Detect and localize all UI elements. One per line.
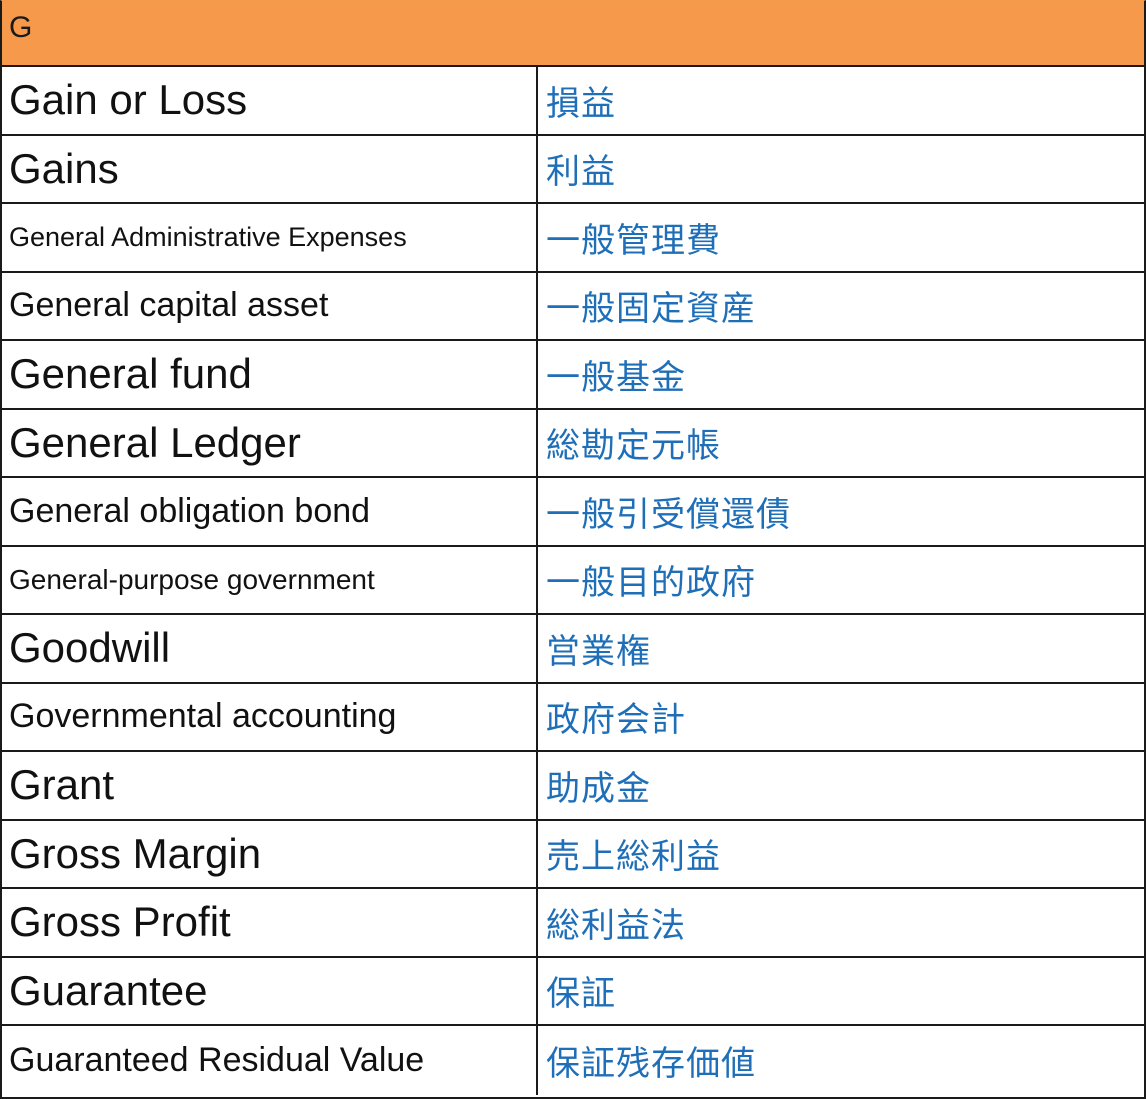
table-row: General obligation bond 一般引受償還債	[2, 478, 1144, 547]
term-cell: Governmental accounting	[2, 683, 538, 750]
term-cell: General obligation bond	[2, 478, 538, 545]
translation-cell: 保証残存価値	[546, 1043, 756, 1084]
term-cell: Guaranteed Residual Value	[2, 1026, 538, 1095]
translation-cell: 一般基金	[546, 357, 686, 398]
table-row: Gain or Loss 損益	[2, 67, 1144, 136]
term-cell: Gain or Loss	[2, 67, 538, 134]
term-cell: General fund	[2, 341, 538, 408]
table-row: Governmental accounting 政府会計	[2, 683, 1144, 752]
term-cell: Guarantee	[2, 957, 538, 1024]
table-row: General capital asset 一般固定資産	[2, 272, 1144, 341]
translation-cell: 一般引受償還債	[546, 494, 791, 535]
table-row: Goodwill 営業権	[2, 615, 1144, 684]
table-row: Grant 助成金	[2, 752, 1144, 821]
term-cell: General Ledger	[2, 409, 538, 476]
table-row: Gross Profit 総利益法	[2, 889, 1144, 958]
table-row: Gross Margin 売上総利益	[2, 820, 1144, 889]
term-cell: General capital asset	[2, 272, 538, 339]
term-cell: General-purpose government	[2, 546, 538, 613]
term-cell: Gross Profit	[2, 889, 538, 956]
translation-cell: 助成金	[546, 768, 651, 809]
table-row: General-purpose government 一般目的政府	[2, 546, 1144, 615]
translation-cell: 政府会計	[546, 700, 686, 741]
translation-cell: 総勘定元帳	[546, 426, 721, 467]
term-cell: Gains	[2, 135, 538, 202]
table-row: Gains 利益	[2, 135, 1144, 204]
translation-cell: 一般管理費	[546, 220, 721, 261]
table-row: General Administrative Expenses 一般管理費	[2, 204, 1144, 273]
term-cell: Grant	[2, 752, 538, 819]
translation-cell: 保証	[546, 974, 616, 1015]
translation-cell: 総利益法	[546, 905, 686, 946]
glossary-rows: Gain or Loss 損益 Gains 利益 General Adminis…	[2, 67, 1144, 1095]
table-row: Guarantee 保証	[2, 957, 1144, 1026]
section-header: G	[2, 1, 1144, 67]
term-cell: Gross Margin	[2, 820, 538, 887]
translation-cell: 売上総利益	[546, 837, 721, 878]
translation-cell: 一般固定資産	[546, 289, 756, 330]
translation-cell: 一般目的政府	[546, 563, 756, 604]
translation-cell: 損益	[546, 83, 616, 124]
table-row: Guaranteed Residual Value 保証残存価値	[2, 1026, 1144, 1095]
translation-cell: 利益	[546, 152, 616, 193]
term-cell: General Administrative Expenses	[2, 204, 538, 271]
translation-cell: 営業権	[546, 631, 651, 672]
section-letter: G	[9, 11, 33, 44]
term-cell: Goodwill	[2, 615, 538, 682]
table-row: General Ledger 総勘定元帳	[2, 409, 1144, 478]
table-row: General fund 一般基金	[2, 341, 1144, 410]
